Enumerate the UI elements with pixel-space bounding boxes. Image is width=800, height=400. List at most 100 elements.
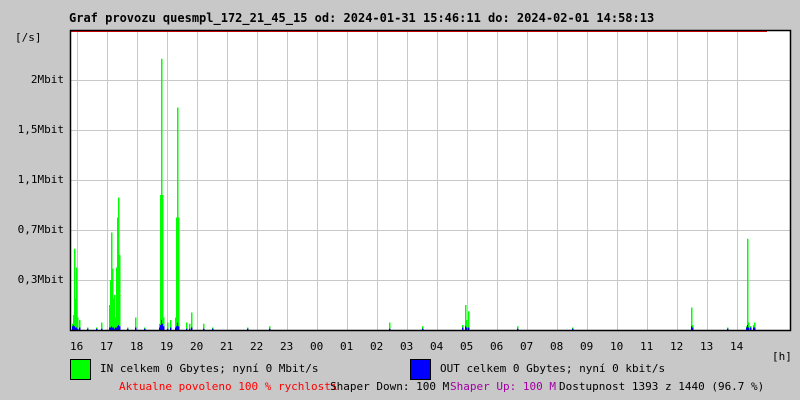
out-bar <box>189 328 191 330</box>
x-tick-label: 19 <box>160 340 174 353</box>
legend-out-swatch <box>410 359 431 380</box>
in-bar <box>177 107 179 330</box>
in-bar <box>748 322 750 330</box>
out-bar <box>119 326 121 330</box>
x-tick-label: 20 <box>190 340 204 353</box>
out-bar <box>96 328 98 330</box>
out-bar <box>750 327 752 330</box>
in-bar <box>186 322 188 330</box>
out-bar <box>73 325 75 330</box>
out-bar <box>162 323 164 330</box>
in-bar <box>191 312 193 330</box>
x-axis-unit: [h] <box>772 350 792 363</box>
in-bar <box>75 298 77 330</box>
out-bar <box>422 328 424 330</box>
out-bar <box>110 327 112 330</box>
in-bar <box>159 323 161 330</box>
in-bar <box>175 317 177 330</box>
y-tick-label: 0,3Mbit <box>17 273 64 286</box>
in-bar <box>170 320 172 330</box>
in-bar <box>117 217 119 330</box>
x-tick-label: 05 <box>460 340 474 353</box>
out-bar <box>118 325 120 330</box>
out-bar <box>87 328 89 330</box>
in-bar <box>73 315 75 330</box>
out-bar <box>691 326 693 330</box>
in-bar <box>111 232 113 330</box>
availability-text: Dostupnost 1393 z 1440 (96.7 %) <box>559 380 765 393</box>
in-bar <box>160 195 162 330</box>
in-bar <box>269 326 271 330</box>
out-bar <box>753 327 755 330</box>
out-bar <box>72 326 74 330</box>
x-tick-label: 23 <box>280 340 294 353</box>
shaper-up-text: Shaper Up: 100 M <box>450 380 556 393</box>
in-bar <box>115 317 117 330</box>
out-bar <box>112 327 114 330</box>
x-tick-label: 00 <box>310 340 324 353</box>
out-bar <box>203 328 205 330</box>
in-bar <box>163 317 165 330</box>
out-bar <box>75 327 77 330</box>
out-bar <box>177 322 179 330</box>
out-bar <box>191 327 193 330</box>
out-bar <box>114 328 116 330</box>
out-bar <box>468 327 470 330</box>
in-bar <box>691 307 693 330</box>
x-tick-label: 18 <box>130 340 144 353</box>
out-bar <box>465 326 467 330</box>
x-tick-label: 08 <box>550 340 564 353</box>
in-bar <box>203 323 205 330</box>
in-bar <box>162 195 164 330</box>
out-bar <box>247 328 249 330</box>
in-bar <box>176 217 178 330</box>
out-bar <box>113 327 115 330</box>
out-bar <box>748 327 750 330</box>
out-bar <box>101 328 103 330</box>
in-bar <box>114 295 116 330</box>
in-bar <box>178 217 180 330</box>
out-bar <box>79 327 81 330</box>
out-bar <box>212 328 214 330</box>
out-bar <box>167 328 169 330</box>
in-bar <box>77 317 79 330</box>
x-tick-label: 21 <box>220 340 234 353</box>
x-tick-label: 04 <box>430 340 444 353</box>
out-bar <box>127 328 129 330</box>
in-bar <box>76 267 78 330</box>
in-bar <box>754 322 756 330</box>
out-bar <box>170 327 172 330</box>
out-bar <box>175 327 177 330</box>
out-bar <box>178 326 180 330</box>
x-tick-label: 13 <box>700 340 714 353</box>
in-bar <box>189 323 191 330</box>
x-tick-label: 16 <box>70 340 84 353</box>
shaper-down-text: Shaper Down: 100 M <box>330 380 450 393</box>
out-bar <box>747 325 749 330</box>
x-tick-label: 14 <box>730 340 744 353</box>
out-bar <box>389 328 391 330</box>
x-tick-label: 09 <box>580 340 594 353</box>
out-bar <box>159 327 161 330</box>
in-bar <box>167 322 169 330</box>
in-bar <box>389 322 391 330</box>
in-bar <box>74 248 76 330</box>
out-bar <box>115 327 117 330</box>
y-tick-label: 2Mbit <box>30 73 64 86</box>
in-bar <box>517 326 519 330</box>
out-bar <box>727 328 729 330</box>
legend-in-swatch <box>70 359 91 380</box>
in-bar <box>79 320 81 330</box>
out-bar <box>186 328 188 330</box>
in-bar <box>135 317 137 330</box>
out-bar <box>111 326 113 330</box>
out-bar <box>160 325 162 330</box>
in-bar <box>161 58 163 330</box>
out-bar <box>135 327 137 330</box>
out-bar <box>462 327 464 330</box>
out-bar <box>692 327 694 330</box>
out-bar <box>517 328 519 330</box>
in-bar <box>110 280 112 330</box>
in-bar <box>119 255 121 330</box>
chart-title: Graf provozu quesmpl_172_21_45_15 od: 20… <box>69 11 655 25</box>
